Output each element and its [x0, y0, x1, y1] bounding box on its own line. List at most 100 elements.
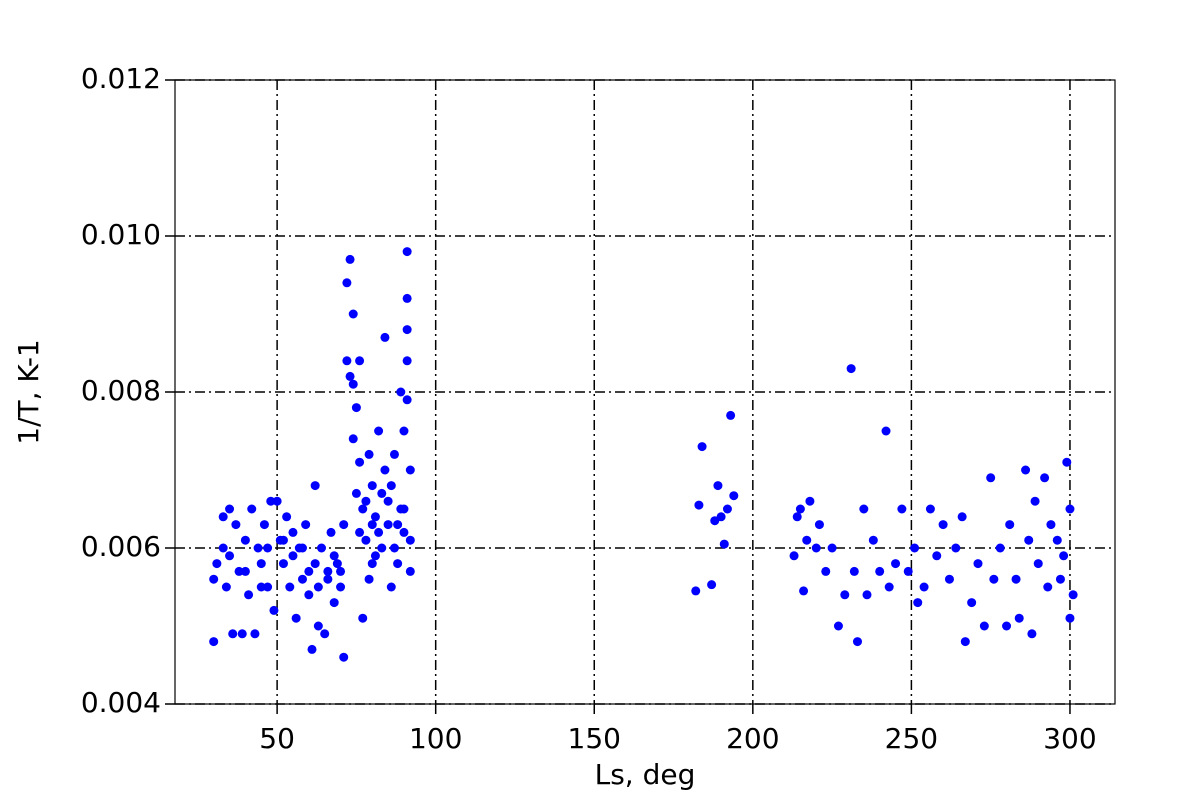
data-point: [396, 504, 406, 514]
data-point: [240, 566, 250, 576]
data-point: [833, 621, 843, 631]
x-tick-label: 150: [568, 722, 621, 755]
data-point: [377, 543, 387, 553]
data-point: [986, 473, 996, 483]
data-point: [253, 543, 263, 553]
data-point: [875, 566, 885, 576]
data-point: [301, 520, 311, 530]
data-point: [849, 566, 859, 576]
data-point: [250, 629, 260, 639]
data-point: [910, 543, 920, 553]
data-point: [310, 559, 320, 569]
data-point: [1052, 535, 1062, 545]
data-point: [240, 535, 250, 545]
data-point: [862, 590, 872, 600]
data-point: [225, 551, 235, 561]
data-point: [840, 590, 850, 600]
data-point: [799, 586, 809, 596]
x-tick-label: 100: [409, 722, 462, 755]
data-point: [938, 520, 948, 530]
data-point: [868, 535, 878, 545]
data-point: [332, 559, 342, 569]
data-point: [278, 559, 288, 569]
data-point: [256, 582, 266, 592]
data-point: [336, 566, 346, 576]
data-point: [884, 582, 894, 592]
data-point: [1014, 613, 1024, 623]
data-point: [932, 551, 942, 561]
data-point: [297, 574, 307, 584]
data-point: [351, 488, 361, 498]
data-point: [386, 481, 396, 491]
data-point: [897, 504, 907, 514]
data-point: [383, 496, 393, 506]
data-point: [1065, 613, 1075, 623]
y-tick-label: 0.010: [81, 218, 161, 251]
data-point: [973, 559, 983, 569]
data-point: [697, 442, 707, 452]
data-point: [364, 574, 374, 584]
data-point: [383, 520, 393, 530]
data-point: [348, 379, 358, 389]
data-point: [960, 637, 970, 647]
data-point: [859, 504, 869, 514]
data-point: [399, 426, 409, 436]
data-point: [355, 356, 365, 366]
data-point: [1059, 551, 1069, 561]
data-point: [288, 551, 298, 561]
data-point: [317, 543, 327, 553]
data-point: [1002, 621, 1012, 631]
data-point: [405, 465, 415, 475]
data-point: [304, 566, 314, 576]
data-point: [326, 527, 336, 537]
y-axis-label: 1/T, K-1: [12, 339, 45, 445]
data-point: [903, 566, 913, 576]
data-point: [1033, 559, 1043, 569]
data-point: [957, 512, 967, 522]
data-point: [304, 590, 314, 600]
data-point: [399, 527, 409, 537]
data-point: [393, 559, 403, 569]
data-point: [342, 278, 352, 288]
data-point: [218, 512, 228, 522]
data-point: [351, 403, 361, 413]
data-point: [263, 582, 273, 592]
data-point: [707, 580, 717, 590]
data-point: [789, 551, 799, 561]
data-point: [221, 582, 231, 592]
data-point: [389, 543, 399, 553]
data-point: [989, 574, 999, 584]
data-point: [218, 543, 228, 553]
data-point: [367, 520, 377, 530]
data-point: [370, 551, 380, 561]
data-point: [263, 543, 273, 553]
data-point: [1068, 590, 1078, 600]
data-point: [237, 629, 247, 639]
data-point: [320, 629, 330, 639]
data-point: [345, 254, 355, 264]
data-point: [244, 590, 254, 600]
data-point: [716, 512, 726, 522]
y-tick-label: 0.006: [81, 530, 161, 563]
data-point: [367, 559, 377, 569]
data-point: [396, 387, 406, 397]
x-tick-label: 250: [885, 722, 938, 755]
data-point: [1062, 457, 1072, 467]
data-point: [1043, 582, 1053, 592]
data-point: [297, 543, 307, 553]
y-tick-label: 0.008: [81, 374, 161, 407]
data-point: [247, 504, 257, 514]
data-point: [389, 449, 399, 459]
data-point: [925, 504, 935, 514]
data-point: [891, 559, 901, 569]
data-point: [913, 598, 923, 608]
data-point: [282, 512, 292, 522]
data-point: [1027, 629, 1037, 639]
data-point: [272, 496, 282, 506]
data-point: [919, 582, 929, 592]
data-point: [795, 504, 805, 514]
data-point: [402, 325, 412, 335]
data-point: [358, 504, 368, 514]
data-point: [722, 504, 732, 514]
